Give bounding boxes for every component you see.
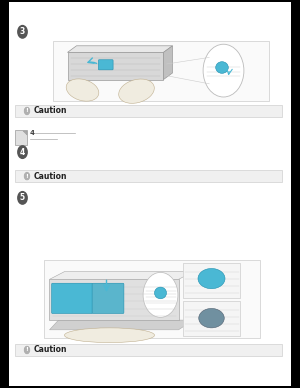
Ellipse shape (154, 287, 166, 299)
Text: !: ! (26, 109, 29, 113)
FancyBboxPatch shape (98, 60, 113, 70)
FancyBboxPatch shape (15, 344, 282, 356)
Text: !: ! (26, 348, 29, 352)
Text: 5: 5 (20, 193, 25, 203)
Circle shape (17, 191, 28, 205)
Ellipse shape (216, 62, 228, 73)
Ellipse shape (64, 328, 154, 343)
FancyBboxPatch shape (52, 283, 92, 314)
FancyBboxPatch shape (183, 301, 240, 336)
Ellipse shape (66, 79, 99, 101)
FancyBboxPatch shape (183, 263, 240, 298)
Text: Caution: Caution (34, 171, 67, 181)
Text: 3: 3 (20, 27, 25, 36)
Circle shape (143, 272, 178, 317)
Circle shape (17, 145, 28, 159)
Text: 4: 4 (20, 147, 25, 157)
Polygon shape (50, 272, 194, 279)
Text: !: ! (26, 174, 29, 178)
Circle shape (23, 106, 31, 116)
FancyBboxPatch shape (15, 170, 282, 182)
Ellipse shape (199, 308, 224, 328)
Circle shape (17, 25, 28, 39)
Ellipse shape (119, 79, 154, 103)
Polygon shape (68, 52, 164, 80)
FancyBboxPatch shape (15, 130, 27, 145)
Polygon shape (50, 279, 178, 320)
Text: Caution: Caution (34, 106, 67, 116)
FancyBboxPatch shape (92, 283, 124, 314)
Polygon shape (164, 46, 172, 80)
FancyBboxPatch shape (15, 105, 282, 117)
Polygon shape (50, 320, 194, 330)
FancyBboxPatch shape (44, 260, 260, 338)
Polygon shape (68, 46, 172, 52)
Text: Caution: Caution (34, 345, 67, 355)
Circle shape (23, 345, 31, 355)
FancyBboxPatch shape (9, 2, 291, 386)
Circle shape (203, 44, 244, 97)
Circle shape (23, 171, 31, 181)
Ellipse shape (198, 268, 225, 289)
Text: 4: 4 (30, 130, 35, 137)
FancyBboxPatch shape (52, 41, 268, 101)
Polygon shape (23, 131, 27, 135)
